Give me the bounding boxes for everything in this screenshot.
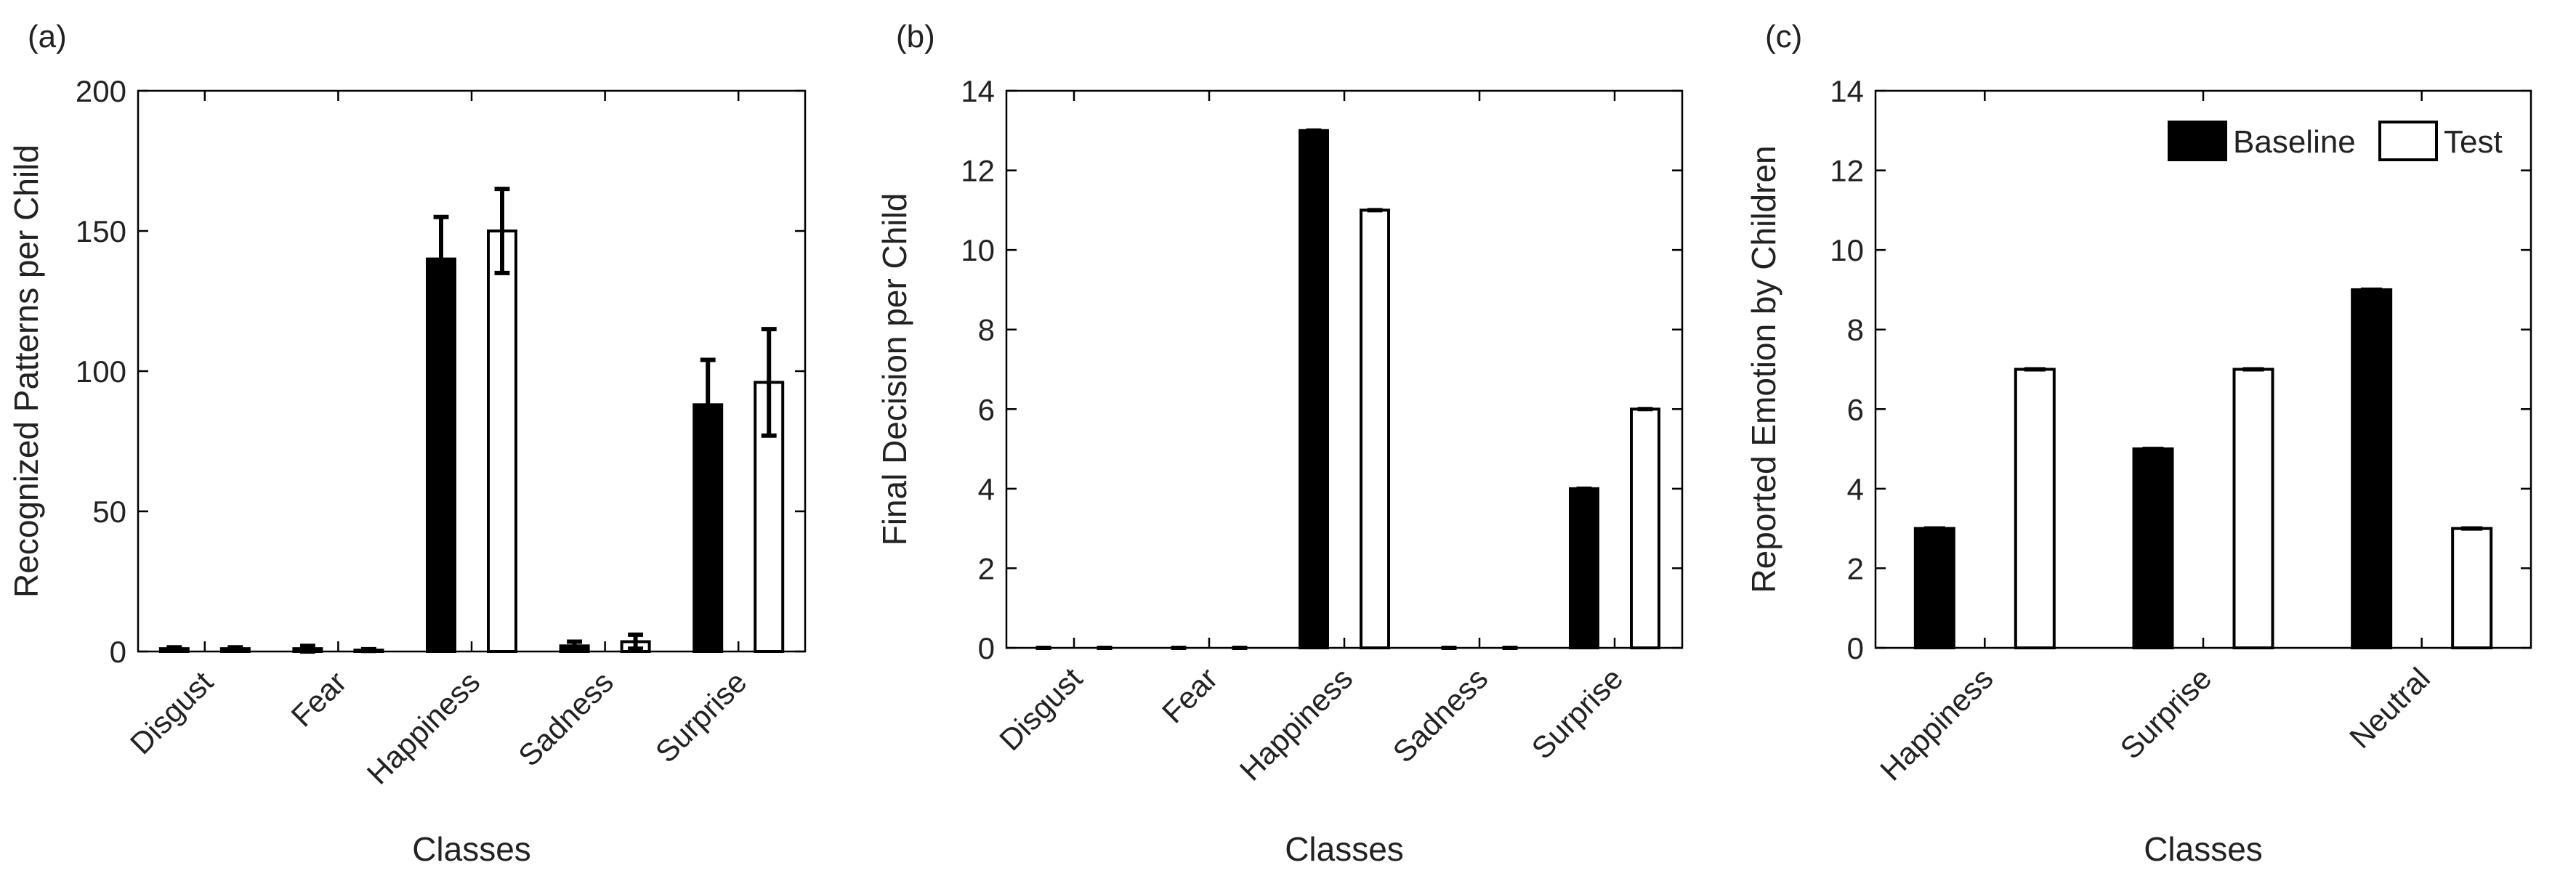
y-tick-label-a-2: 100 (76, 354, 126, 389)
bar-test-b-4 (1630, 407, 1660, 649)
y-axis-label-a: Recognized Patterns per Child (7, 145, 45, 598)
x-tick-label-b-4: Surprise (1525, 661, 1630, 766)
y-tick-label-b-7: 14 (961, 74, 995, 108)
error-bar-baseline-a-0 (166, 645, 182, 653)
bar-baseline-c-1 (2132, 447, 2174, 649)
y-tick-label-c-1: 2 (1847, 551, 1864, 585)
y-tick-label-b-6: 12 (961, 154, 995, 188)
y-tick-label-c-7: 14 (1830, 74, 1864, 108)
panel-a: 0 50 100 150 200 Disgust Fear Happiness Sadness S… (7, 19, 807, 868)
error-bar-test-a-4 (761, 327, 777, 438)
x-tick-label-c-0: Happiness (1873, 661, 2000, 787)
x-tick-label-c-2: Neutral (2343, 661, 2436, 755)
y-tick-label-c-4: 8 (1847, 313, 1864, 347)
panel-letter-c: (c) (1765, 19, 1802, 54)
y-tick-label-b-0: 0 (978, 631, 995, 665)
x-tick-label-c-1: Surprise (2114, 661, 2218, 766)
bar-test-c-0 (2014, 368, 2056, 649)
y-tick-label-c-0: 0 (1847, 631, 1864, 665)
bar-baseline-b-4 (1569, 487, 1599, 649)
x-tick-label-b-1: Fear (1155, 661, 1224, 729)
y-tick-label-c-2: 4 (1847, 472, 1864, 506)
legend-label-baseline: Baseline (2233, 124, 2356, 160)
x-tick-label-b-3: Sadness (1386, 661, 1495, 769)
legend-label-test: Test (2444, 124, 2503, 160)
x-tick-label-b-2: Happiness (1233, 661, 1360, 787)
bar-baseline-b-2 (1299, 129, 1329, 650)
plot-frame-c (1874, 89, 2532, 649)
y-tick-label-b-4: 8 (978, 313, 995, 347)
panel-letter-a: (a) (28, 19, 67, 54)
bar-baseline-c-2 (2351, 288, 2393, 649)
error-bar-baseline-a-2 (433, 214, 449, 304)
panel-b: 0 2 4 6 8 10 12 14 Disgust Fear Happiness Sadness Su… (876, 19, 1684, 868)
error-bar-test-a-3 (628, 632, 644, 651)
y-axis-label-b: Final Decision per Child (876, 193, 913, 546)
bar-baseline-c-0 (1913, 527, 1955, 650)
x-tick-label-a-1: Fear (284, 665, 352, 733)
legend-swatch-baseline (2168, 121, 2227, 161)
error-bar-test-a-0 (227, 645, 243, 653)
x-axis-label-a: Classes (412, 830, 531, 868)
error-bar-baseline-a-4 (700, 357, 716, 452)
y-tick-label-c-5: 10 (1830, 233, 1864, 267)
bar-test-c-1 (2232, 368, 2274, 649)
x-axis-label-c: Classes (2144, 830, 2263, 868)
bar-baseline-a-2 (426, 257, 456, 654)
x-tick-label-a-3: Sadness (512, 665, 620, 773)
x-axis-label-b: Classes (1285, 830, 1404, 868)
y-tick-label-b-1: 2 (978, 551, 995, 585)
y-tick-label-a-4: 200 (76, 74, 126, 108)
x-tick-label-a-0: Disgust (124, 665, 219, 760)
y-tick-label-a-0: 0 (110, 635, 126, 669)
legend-swatch-test (2378, 121, 2438, 161)
bar-test-a-2 (487, 230, 517, 653)
error-bar-baseline-a-3 (567, 639, 583, 653)
y-tick-label-a-3: 150 (76, 214, 126, 248)
bar-test-b-2 (1360, 208, 1390, 650)
x-tick-label-a-2: Happiness (360, 665, 487, 791)
panel-c: 0 2 4 6 8 10 12 14 Happiness Surprise Neutral Class… (1745, 19, 2532, 868)
bar-test-c-2 (2451, 527, 2493, 650)
y-tick-label-b-3: 6 (978, 392, 995, 426)
y-tick-label-c-3: 6 (1847, 392, 1864, 426)
y-tick-label-a-1: 50 (92, 495, 126, 529)
y-axis-label-c: Reported Emotion by Children (1745, 145, 1782, 593)
y-tick-label-c-6: 12 (1830, 154, 1864, 188)
y-tick-label-b-5: 10 (961, 233, 995, 267)
panel-letter-b: (b) (896, 19, 935, 54)
x-tick-label-b-0: Disgust (993, 661, 1089, 757)
error-bar-test-a-2 (494, 187, 510, 275)
y-tick-label-b-2: 4 (978, 472, 995, 506)
x-tick-label-a-4: Surprise (649, 665, 754, 769)
